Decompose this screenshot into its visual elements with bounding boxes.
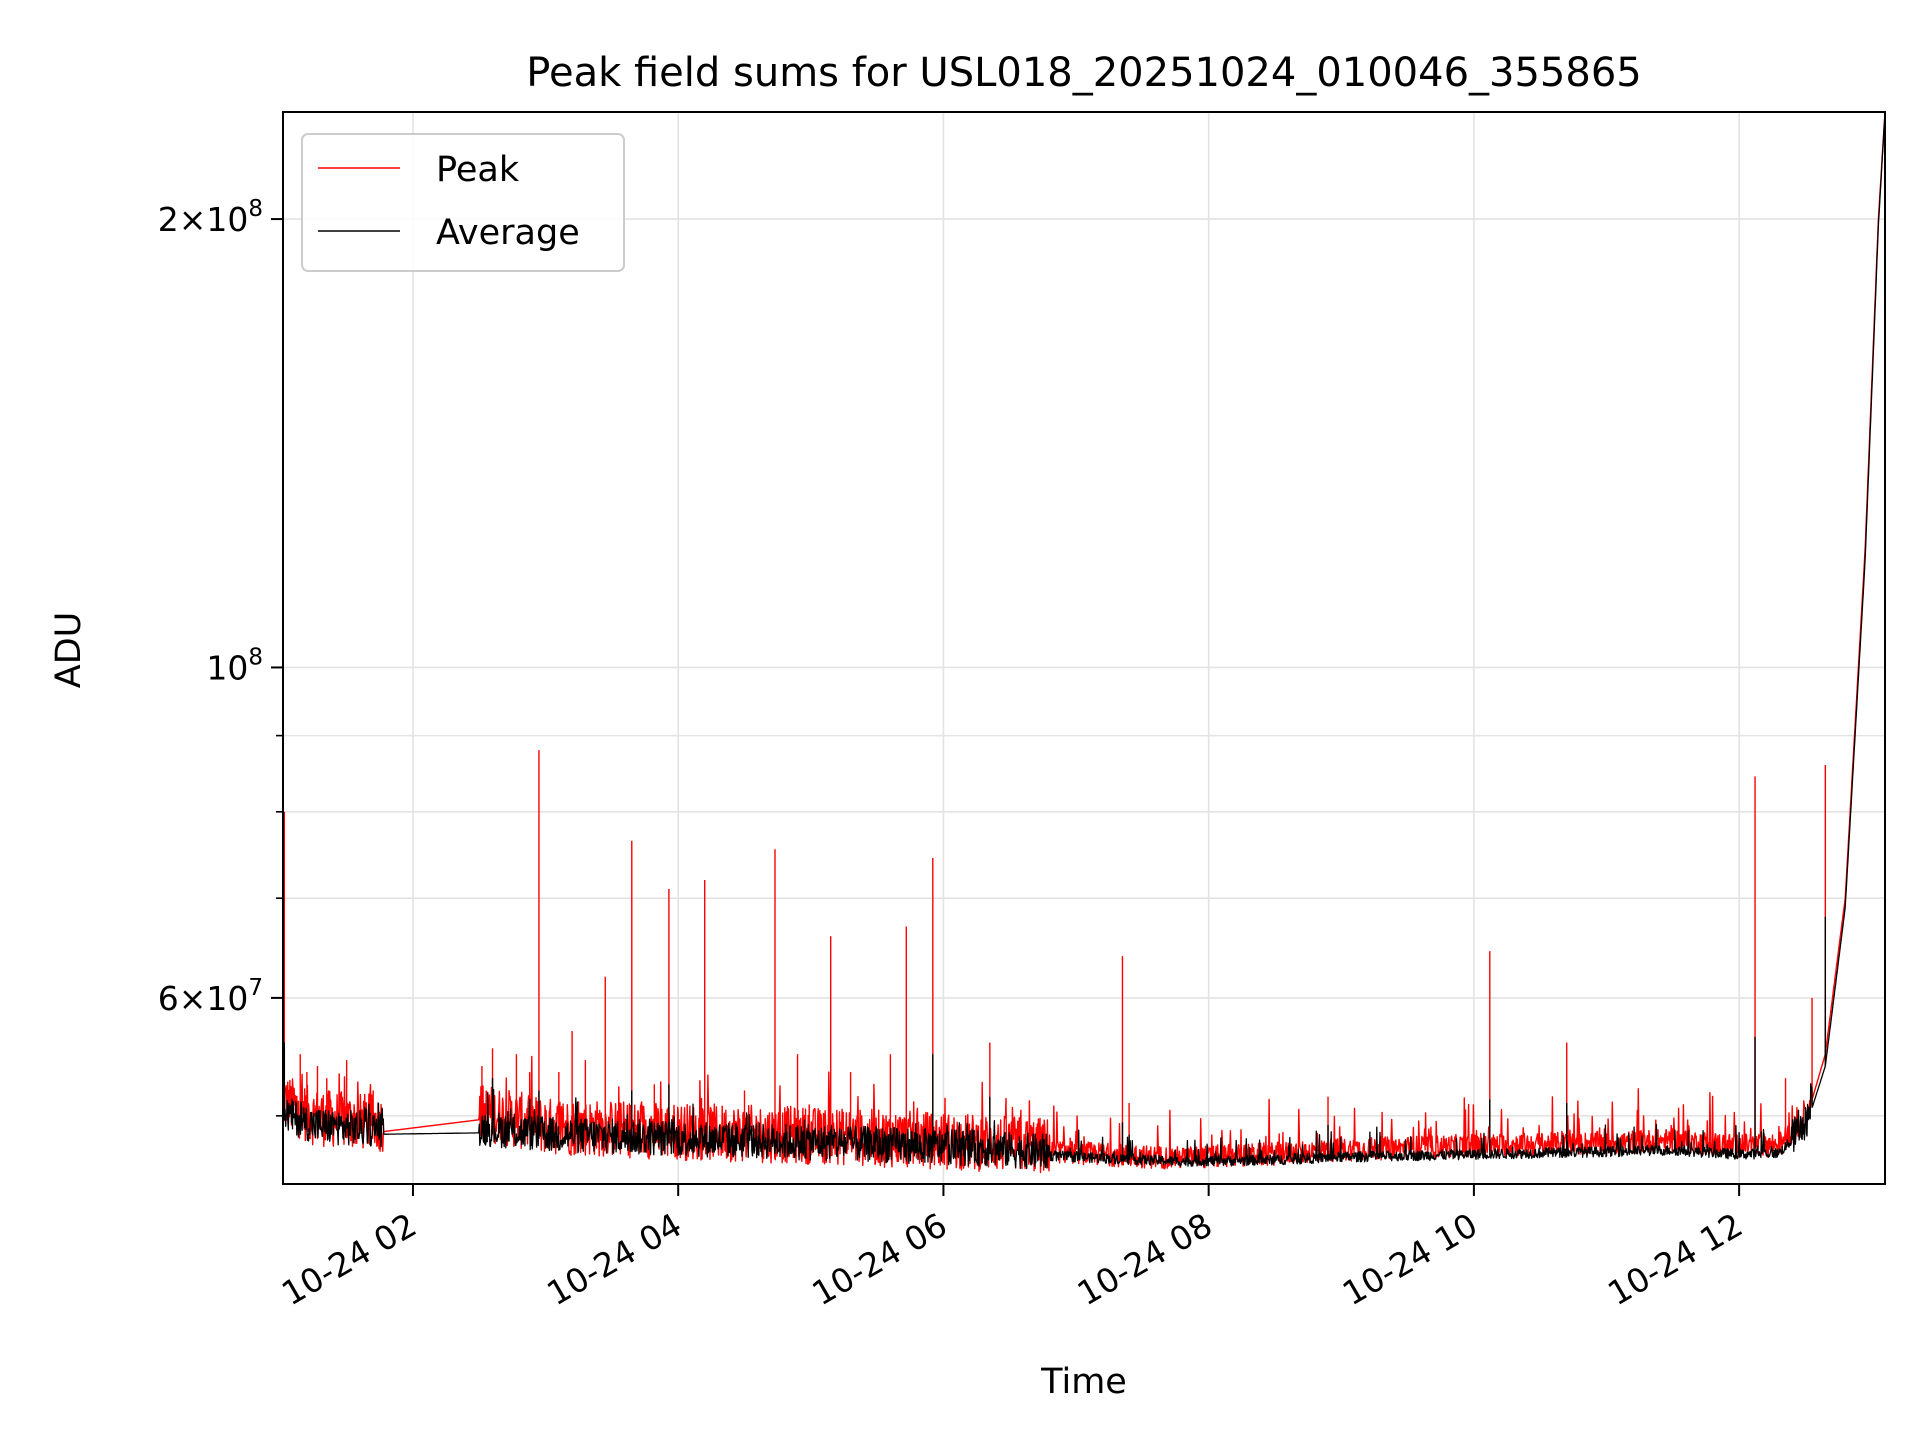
y-tick-label: 2×108 <box>158 196 263 239</box>
y-axis: 108 6×107 2×108 <box>158 196 283 1117</box>
y-tick-label: 6×107 <box>158 975 263 1018</box>
x-axis-label: Time <box>1040 1362 1127 1402</box>
y-tick-label: 108 <box>206 644 263 687</box>
x-axis: 10-24 02 10-24 04 10-24 06 10-24 08 10-24 10… <box>275 1184 1749 1313</box>
x-tick-label: 10-24 02 <box>275 1205 423 1313</box>
legend: Peak Average <box>301 133 625 272</box>
average-line <box>282 111 1886 1170</box>
plot-series <box>282 111 1886 1174</box>
chart-title: Peak field sums for USL018_20251024_0100… <box>526 50 1641 96</box>
legend-label-average: Average <box>436 213 580 253</box>
x-tick-label: 10-24 08 <box>1071 1205 1219 1313</box>
grid <box>283 112 1885 1184</box>
x-tick-label: 10-24 04 <box>540 1205 688 1313</box>
plot-frame <box>282 111 1886 1185</box>
x-tick-label: 10-24 06 <box>805 1205 953 1313</box>
y-axis-label: ADU <box>49 612 89 689</box>
legend-label-peak: Peak <box>436 150 520 190</box>
x-tick-label: 10-24 10 <box>1336 1205 1484 1313</box>
x-tick-label: 10-24 12 <box>1601 1205 1749 1313</box>
series-average <box>282 111 1886 1170</box>
